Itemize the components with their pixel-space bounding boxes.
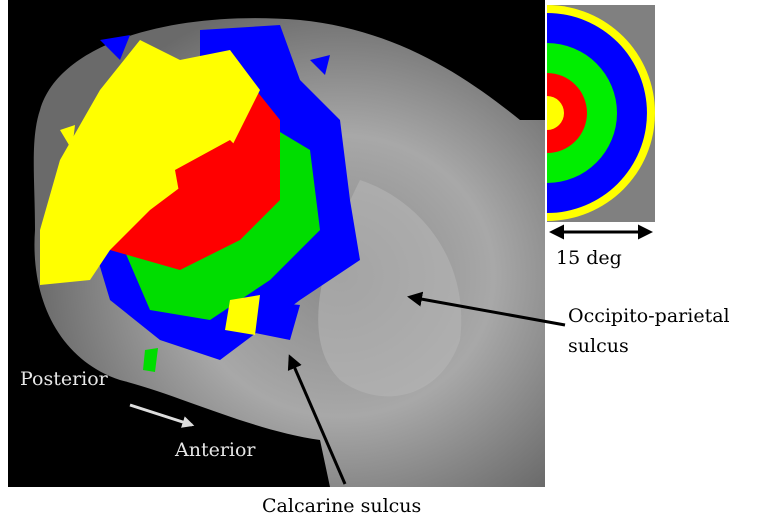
color-key bbox=[547, 5, 655, 222]
figure: 15 deg Occipito-parietal sulcus Calcarin… bbox=[0, 0, 770, 520]
direction-label: Posterior bbox=[20, 368, 109, 390]
annotation: Occipito-parietal bbox=[568, 305, 730, 327]
annotation: sulcus bbox=[568, 335, 629, 357]
annotation: Calcarine sulcus bbox=[262, 495, 421, 517]
page: 15 deg Occipito-parietal sulcus Calcarin… bbox=[0, 0, 770, 520]
direction-label: Anterior bbox=[174, 439, 256, 461]
brain-map bbox=[8, 0, 545, 487]
scale-label: 15 deg bbox=[556, 247, 622, 269]
